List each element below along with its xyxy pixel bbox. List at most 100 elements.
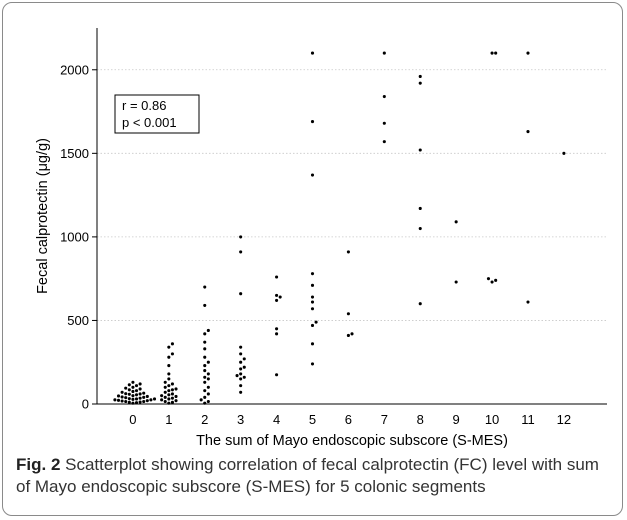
data-point xyxy=(167,355,171,359)
data-point xyxy=(239,292,243,296)
y-axis-ticks: 0 500 1000 1500 2000 xyxy=(60,62,97,412)
gridlines xyxy=(97,69,607,321)
data-point xyxy=(310,300,315,304)
x-tick-label: 1 xyxy=(165,412,172,427)
data-point xyxy=(206,372,210,376)
data-point xyxy=(120,395,124,399)
data-point xyxy=(275,373,279,377)
data-point xyxy=(310,272,315,276)
data-point xyxy=(242,365,246,369)
x-tick-label: 0 xyxy=(129,412,136,427)
data-point xyxy=(346,250,350,254)
data-point xyxy=(170,382,174,386)
data-point xyxy=(134,389,139,393)
data-point xyxy=(170,352,174,356)
data-point xyxy=(167,364,171,368)
data-point xyxy=(199,398,203,402)
data-point xyxy=(131,394,135,398)
data-point xyxy=(418,206,422,211)
data-point xyxy=(310,173,315,177)
data-point xyxy=(170,342,174,346)
data-point xyxy=(163,390,167,394)
x-tick-label: 9 xyxy=(453,412,460,427)
data-point xyxy=(174,387,178,391)
figure-frame xyxy=(2,2,623,516)
data-point xyxy=(127,397,131,401)
data-point xyxy=(239,384,243,388)
x-tick-label: 10 xyxy=(485,412,499,427)
data-point xyxy=(138,392,142,396)
data-point xyxy=(203,303,207,307)
annotation-r: r = 0.86 xyxy=(122,98,166,113)
data-point xyxy=(138,387,142,391)
data-point xyxy=(239,367,243,371)
annotation-p: p < 0.001 xyxy=(122,115,177,130)
data-point xyxy=(203,369,207,373)
data-point xyxy=(314,320,318,324)
data-point xyxy=(149,398,153,402)
data-point xyxy=(275,332,279,336)
data-point xyxy=(382,94,386,99)
data-point xyxy=(382,140,386,144)
data-point xyxy=(113,398,117,402)
data-point xyxy=(163,385,167,389)
data-point xyxy=(167,389,171,393)
data-point xyxy=(242,375,246,379)
annotation-box xyxy=(114,94,200,134)
data-point xyxy=(160,394,164,398)
x-axis-label: The sum of Mayo endoscopic subscore (S-M… xyxy=(196,433,508,449)
data-point xyxy=(239,235,243,239)
data-point xyxy=(239,345,243,349)
data-point xyxy=(206,360,210,364)
x-tick-label: 2 xyxy=(201,412,208,427)
data-point xyxy=(239,372,243,376)
data-point xyxy=(310,362,315,366)
data-point xyxy=(167,384,171,388)
data-point xyxy=(203,347,207,351)
data-point xyxy=(203,395,207,399)
data-point xyxy=(310,323,315,328)
caption-label: Fig. 2 xyxy=(16,455,61,474)
data-point xyxy=(170,400,174,404)
y-axis-label: Fecal calprotectin (μg/g) xyxy=(35,138,51,294)
data-point xyxy=(131,397,135,401)
data-point xyxy=(120,390,124,394)
x-tick-label: 6 xyxy=(345,412,352,427)
data-point xyxy=(116,394,121,398)
data-point xyxy=(418,81,422,85)
data-point xyxy=(134,384,139,388)
data-point xyxy=(526,130,530,134)
y-tick-label: 1500 xyxy=(60,146,89,161)
data-point xyxy=(131,401,135,405)
data-point xyxy=(278,295,282,299)
data-point xyxy=(562,151,566,155)
data-point xyxy=(310,295,315,299)
data-point xyxy=(275,298,279,302)
data-point xyxy=(418,226,422,231)
data-point xyxy=(382,51,386,55)
data-point xyxy=(206,392,210,396)
y-tick-label: 1000 xyxy=(60,229,89,244)
x-tick-label: 12 xyxy=(557,412,571,427)
data-point xyxy=(382,121,386,125)
data-point xyxy=(203,340,207,344)
data-point xyxy=(134,401,139,405)
x-tick-label: 4 xyxy=(273,412,280,427)
data-point xyxy=(152,397,157,401)
data-point xyxy=(206,399,210,404)
data-point xyxy=(310,283,315,287)
data-point xyxy=(418,74,422,79)
data-point xyxy=(418,148,422,152)
data-point xyxy=(494,51,498,55)
data-point xyxy=(239,377,243,381)
data-point xyxy=(138,396,142,400)
data-point xyxy=(526,51,530,55)
data-point xyxy=(124,399,128,404)
data-point xyxy=(142,399,146,404)
data-point xyxy=(490,51,494,55)
y-tick-label: 2000 xyxy=(60,62,89,77)
data-point xyxy=(124,386,128,390)
data-point xyxy=(124,396,128,400)
data-point xyxy=(138,382,142,386)
data-point xyxy=(167,377,171,381)
